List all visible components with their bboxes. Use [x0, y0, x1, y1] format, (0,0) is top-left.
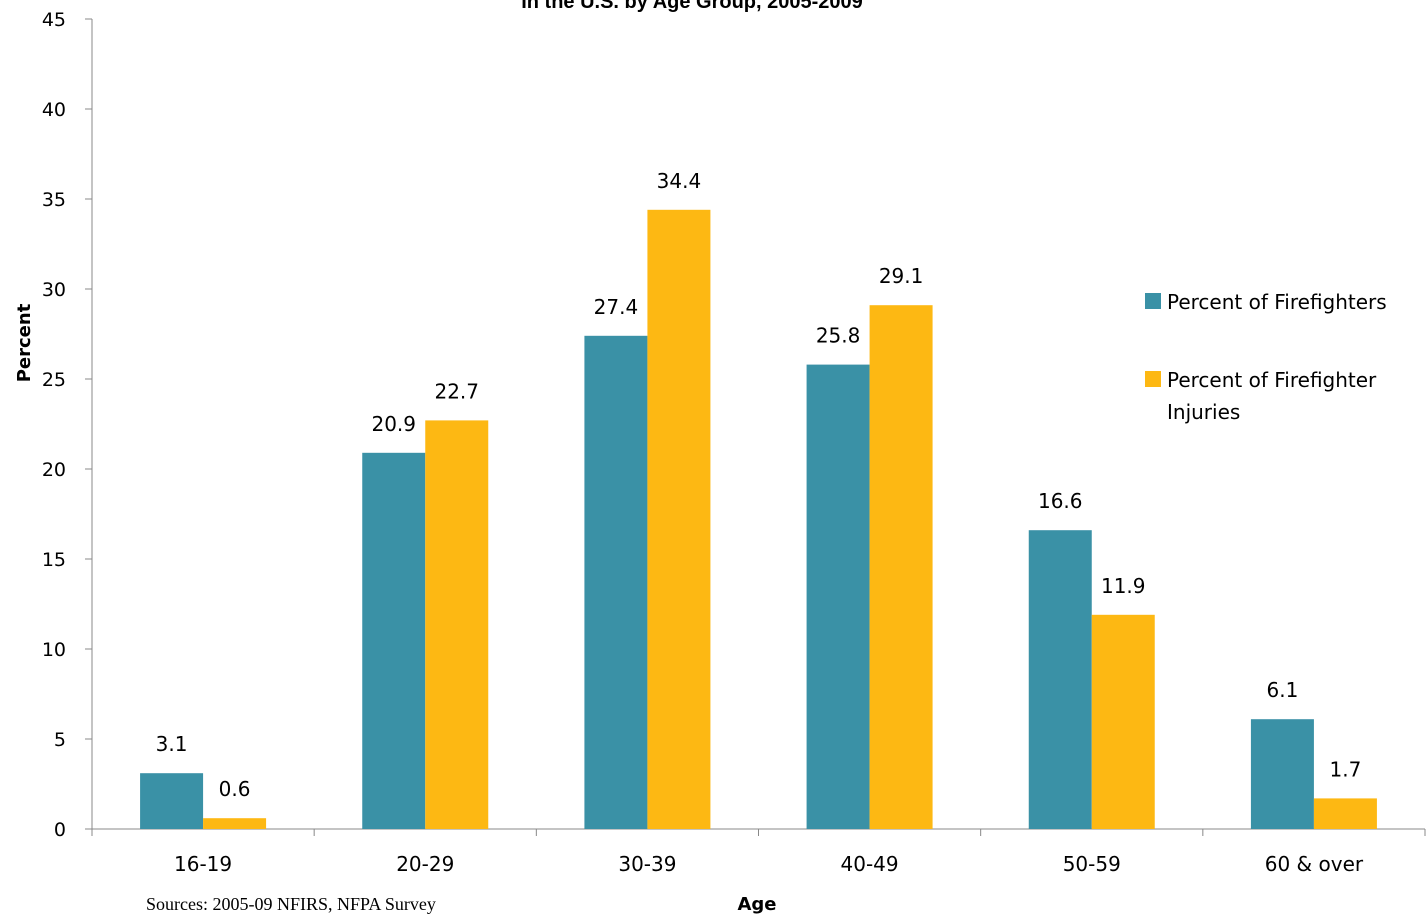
y-tick-label: 25 — [42, 369, 66, 391]
bar-injuries — [869, 305, 933, 829]
y-tick-label: 0 — [54, 819, 66, 841]
data-label: 22.7 — [434, 379, 479, 403]
bars — [140, 209, 1377, 830]
x-tick-label: 40-49 — [841, 852, 899, 876]
axes: 0 5 10 15 20 25 30 35 40 45 16-19 20-29 30-39 40-49 50… — [42, 9, 1426, 876]
data-label: 29.1 — [879, 264, 924, 288]
x-axis-title: Age — [737, 894, 776, 915]
bar-firefighters — [362, 452, 426, 829]
legend-label-injuries-line2: Injuries — [1167, 400, 1240, 424]
bar-firefighters — [806, 364, 870, 829]
legend-swatch-firefighters — [1145, 293, 1161, 309]
y-tick-label: 20 — [42, 459, 66, 481]
bar-injuries — [203, 818, 267, 829]
chart-title: In the U.S. by Age Group, 2005-2009 — [521, 0, 863, 13]
data-label: 27.4 — [594, 295, 639, 319]
bar-firefighters — [1250, 719, 1314, 829]
bar-firefighters — [584, 335, 648, 829]
data-label: 3.1 — [156, 732, 188, 756]
x-tick-label: 50-59 — [1063, 852, 1121, 876]
y-tick-label: 5 — [54, 729, 66, 751]
data-label: 25.8 — [816, 324, 861, 348]
bar-firefighters — [1028, 530, 1092, 829]
bar-injuries — [1313, 798, 1377, 829]
data-label: 20.9 — [371, 412, 416, 436]
x-tick-label: 30-39 — [618, 852, 676, 876]
y-axis-title: Percent — [14, 303, 35, 382]
legend-swatch-injuries — [1145, 371, 1161, 387]
y-tick-label: 30 — [42, 279, 66, 301]
y-tick-label: 40 — [42, 99, 66, 121]
y-tick-label: 15 — [42, 549, 66, 571]
bar-injuries — [1091, 614, 1155, 829]
legend-label-injuries-line1: Percent of Firefighter — [1167, 368, 1377, 392]
y-tick-label: 35 — [42, 189, 66, 211]
data-label: 16.6 — [1038, 489, 1083, 513]
source-note: Sources: 2005-09 NFIRS, NFPA Survey — [146, 894, 436, 914]
x-tick-label: 60 & over — [1265, 852, 1364, 876]
bar-firefighters — [140, 773, 204, 829]
y-tick-label: 10 — [42, 639, 66, 661]
data-label: 11.9 — [1101, 574, 1146, 598]
y-tick-label: 45 — [42, 9, 66, 31]
data-label: 6.1 — [1267, 678, 1299, 702]
data-label: 0.6 — [219, 777, 251, 801]
data-label: 34.4 — [657, 169, 702, 193]
x-tick-label: 20-29 — [396, 852, 454, 876]
bar-injuries — [425, 420, 489, 829]
legend-label-firefighters: Percent of Firefighters — [1167, 290, 1387, 314]
legend: Percent of Firefighters Percent of Firef… — [1145, 290, 1387, 424]
data-labels: 3.1 20.9 27.4 25.8 16.6 6.1 0.6 22.7 34.4 29.1 11.… — [156, 169, 1362, 801]
x-tick-label: 16-19 — [174, 852, 232, 876]
data-label: 1.7 — [1330, 757, 1362, 781]
bar-injuries — [647, 209, 711, 830]
